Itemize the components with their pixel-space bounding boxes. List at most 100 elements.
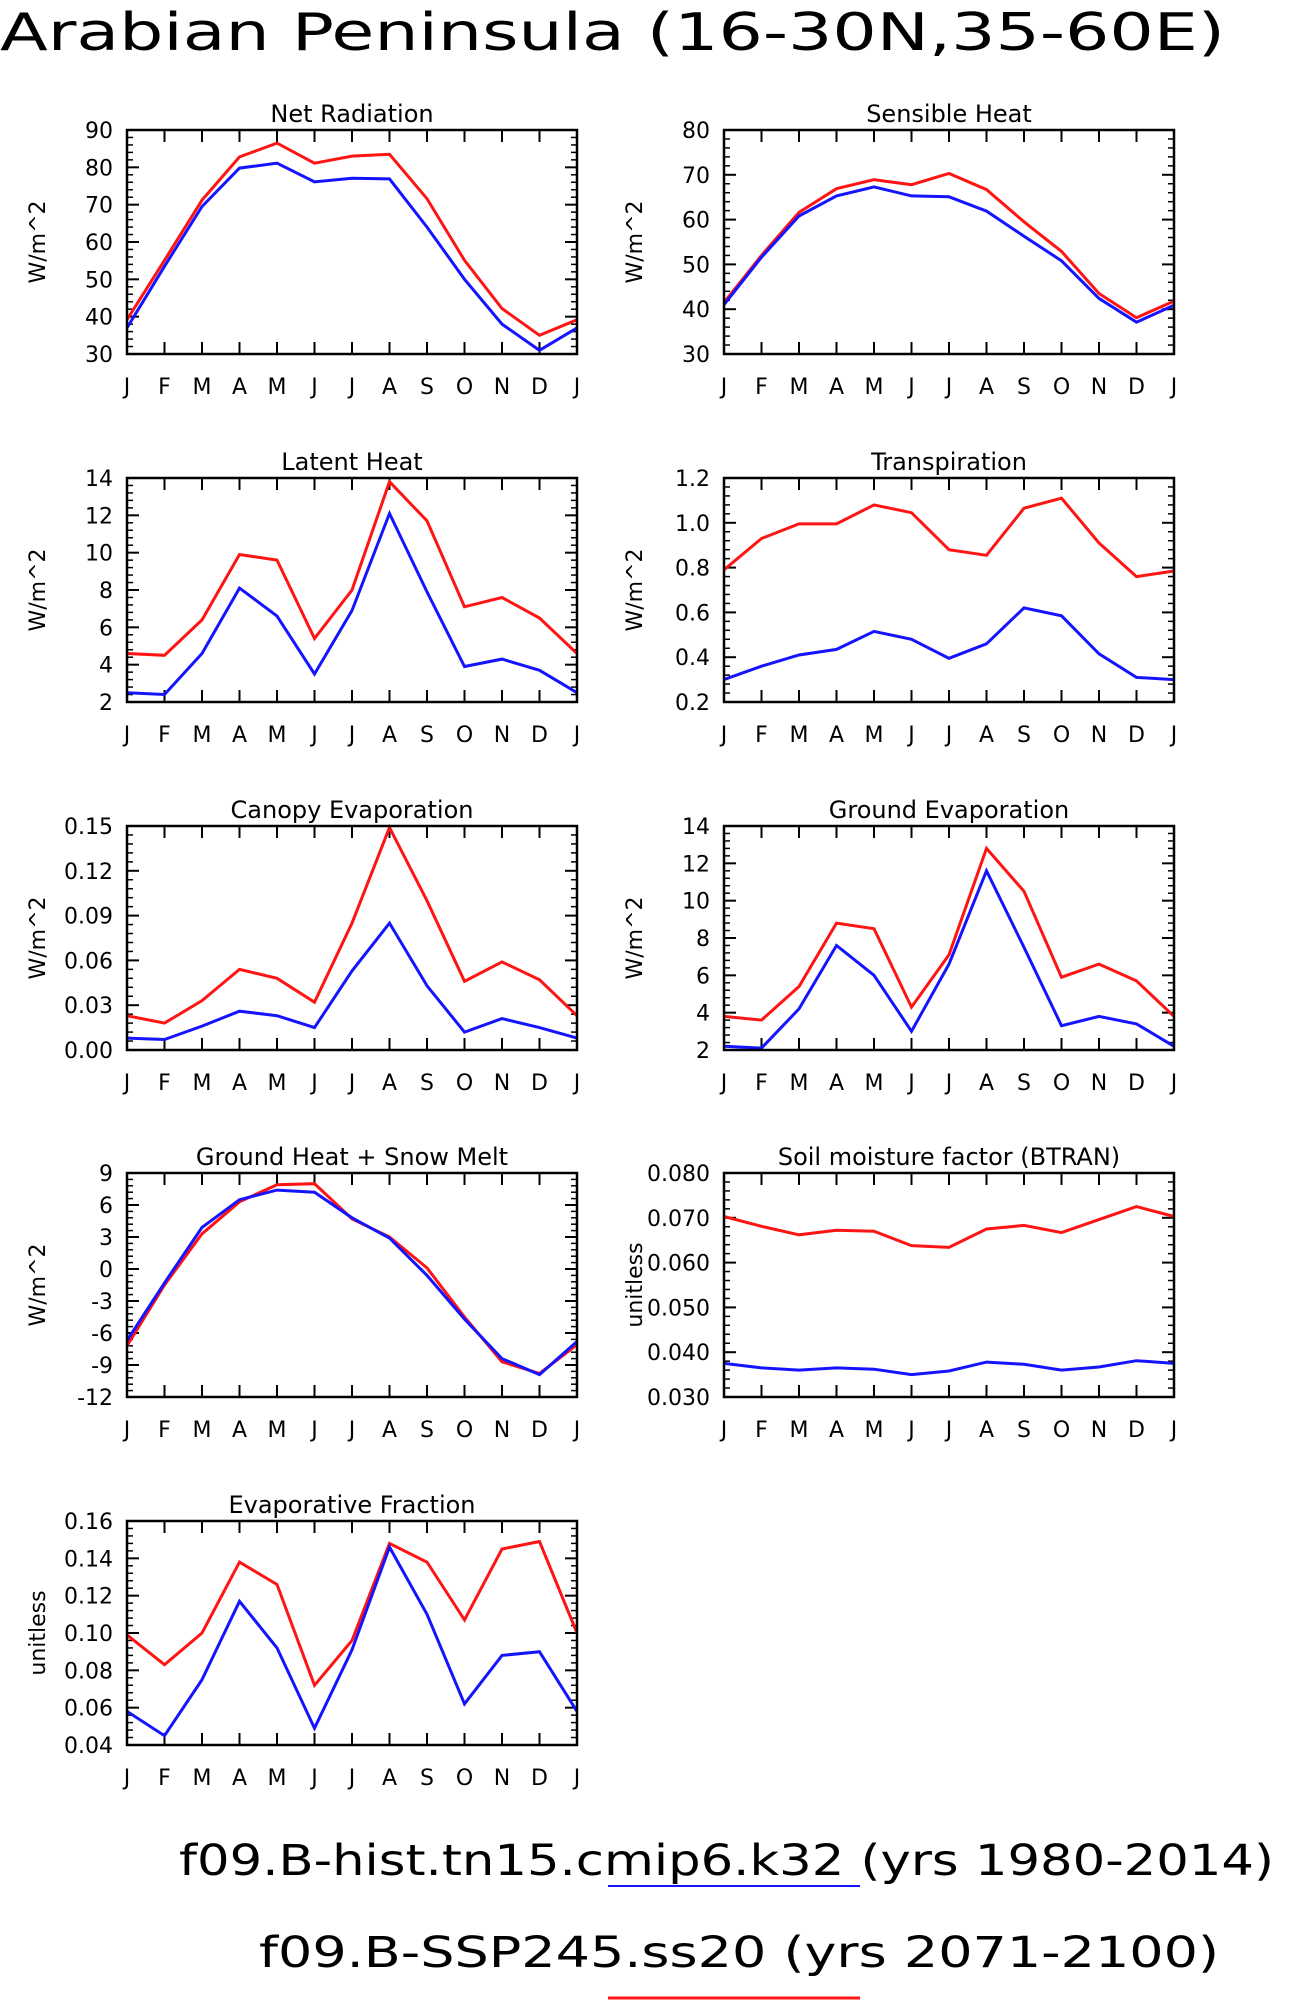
y-tick-label: 12: [85, 504, 113, 529]
x-tick-label: M: [865, 1071, 884, 1096]
x-tick-label: J: [122, 1418, 131, 1443]
y-tick-label: 3: [99, 1226, 113, 1251]
series-line-hist: [125, 1188, 578, 1377]
x-tick-label: J: [122, 1766, 131, 1791]
panel-title: Canopy Evaporation: [231, 796, 474, 824]
x-tick-label: O: [456, 1766, 473, 1791]
y-tick-label: 1.0: [675, 512, 710, 537]
x-tick-label: J: [347, 1071, 356, 1096]
x-tick-label: S: [420, 1071, 434, 1096]
x-tick-label: D: [1128, 375, 1145, 400]
plot-frame: [125, 824, 579, 1052]
y-axis-label: W/m^2: [26, 896, 51, 979]
panel-title: Soil moisture factor (BTRAN): [778, 1143, 1120, 1171]
x-tick-label: A: [979, 1418, 994, 1443]
x-tick-label: S: [1017, 1418, 1031, 1443]
x-tick-label: J: [944, 1071, 953, 1096]
y-tick-label: 0.16: [64, 1510, 113, 1535]
series-line-hist: [126, 509, 578, 697]
x-tick-label: M: [790, 723, 809, 748]
x-tick-label: M: [865, 375, 884, 400]
x-tick-label: J: [572, 1071, 581, 1096]
x-tick-label: S: [1017, 375, 1031, 400]
x-tick-label: A: [382, 1766, 397, 1791]
y-tick-label: 50: [85, 268, 113, 293]
y-tick-label: 10: [85, 542, 113, 567]
x-tick-label: A: [232, 375, 247, 400]
x-tick-label: J: [309, 1418, 318, 1443]
series-line-hist: [723, 1359, 1175, 1377]
x-tick-label: A: [829, 1418, 844, 1443]
panel-title: Sensible Heat: [866, 100, 1032, 128]
plot-frame: [722, 1171, 1176, 1399]
x-tick-label: A: [232, 723, 247, 748]
y-tick-label: 0.00: [64, 1039, 113, 1064]
x-tick-label: J: [309, 723, 318, 748]
chart-panel: Ground Heat + Snow Melt W/m^2 -12 -9 -6 -3 0 3 6…: [26, 1143, 580, 1443]
x-tick-label: O: [1053, 1418, 1070, 1443]
y-axis-label: W/m^2: [26, 200, 51, 283]
x-tick-label: A: [382, 723, 397, 748]
x-tick-label: M: [268, 723, 287, 748]
x-tick-label: F: [158, 1418, 171, 1443]
y-tick-label: 0.09: [64, 905, 113, 930]
chart-panel: Evaporative Fraction unitless 0.04 0.06 0.08…: [26, 1491, 580, 1791]
x-tick-label: J: [719, 375, 728, 400]
x-tick-label: F: [755, 1071, 768, 1096]
x-tick-label: D: [1128, 1071, 1145, 1096]
x-tick-label: O: [456, 1418, 473, 1443]
y-axis-label: W/m^2: [26, 1243, 51, 1326]
y-tick-label: 80: [85, 156, 113, 181]
x-tick-label: O: [1053, 375, 1070, 400]
legend-label-hist: f09.B-hist.tn15.cmip6.k32 (yrs 1980-2014…: [179, 1836, 1274, 1886]
plot-frame: [722, 128, 1176, 356]
y-tick-label: 4: [696, 1002, 710, 1027]
x-tick-label: S: [1017, 1071, 1031, 1096]
x-tick-label: J: [122, 375, 131, 400]
y-tick-label: 60: [682, 209, 710, 234]
y-tick-label: 0.15: [64, 815, 113, 840]
y-tick-label: 8: [696, 927, 710, 952]
x-tick-label: J: [347, 1418, 356, 1443]
x-tick-label: A: [232, 1766, 247, 1791]
x-tick-label: J: [1169, 723, 1178, 748]
x-tick-label: J: [122, 723, 131, 748]
y-axis-label: unitless: [26, 1590, 51, 1675]
x-tick-label: J: [906, 375, 915, 400]
x-tick-label: S: [420, 723, 434, 748]
x-tick-label: D: [1128, 723, 1145, 748]
y-tick-label: 14: [682, 815, 710, 840]
x-tick-label: N: [494, 1766, 510, 1791]
x-tick-label: J: [122, 1071, 131, 1096]
series-line-future: [126, 823, 579, 1025]
y-tick-label: 0: [99, 1258, 113, 1283]
x-tick-label: M: [865, 723, 884, 748]
y-tick-label: 1.2: [675, 467, 710, 492]
y-tick-label: 10: [682, 890, 710, 915]
y-tick-label: 0.04: [64, 1734, 113, 1759]
x-tick-label: J: [309, 1766, 318, 1791]
x-tick-label: M: [268, 1766, 287, 1791]
y-tick-label: 0.06: [64, 949, 113, 974]
y-tick-label: 4: [99, 654, 113, 679]
x-tick-label: F: [158, 1071, 171, 1096]
plot-frame: [125, 1171, 579, 1399]
y-tick-label: 80: [682, 119, 710, 144]
y-tick-label: -9: [91, 1354, 113, 1379]
y-tick-label: 8: [99, 579, 113, 604]
y-tick-label: 70: [85, 194, 113, 219]
x-tick-label: J: [572, 723, 581, 748]
y-tick-label: -12: [77, 1386, 113, 1411]
y-tick-label: 60: [85, 231, 113, 256]
y-tick-label: 2: [696, 1039, 710, 1064]
y-tick-label: -3: [91, 1290, 113, 1315]
legend: f09.B-hist.tn15.cmip6.k32 (yrs 1980-2014…: [179, 1836, 1274, 2000]
y-tick-label: 90: [85, 119, 113, 144]
x-tick-label: O: [456, 723, 473, 748]
x-tick-label: F: [755, 723, 768, 748]
series-line-future: [125, 1182, 578, 1376]
x-tick-label: J: [719, 723, 728, 748]
panel-title: Net Radiation: [270, 100, 433, 128]
